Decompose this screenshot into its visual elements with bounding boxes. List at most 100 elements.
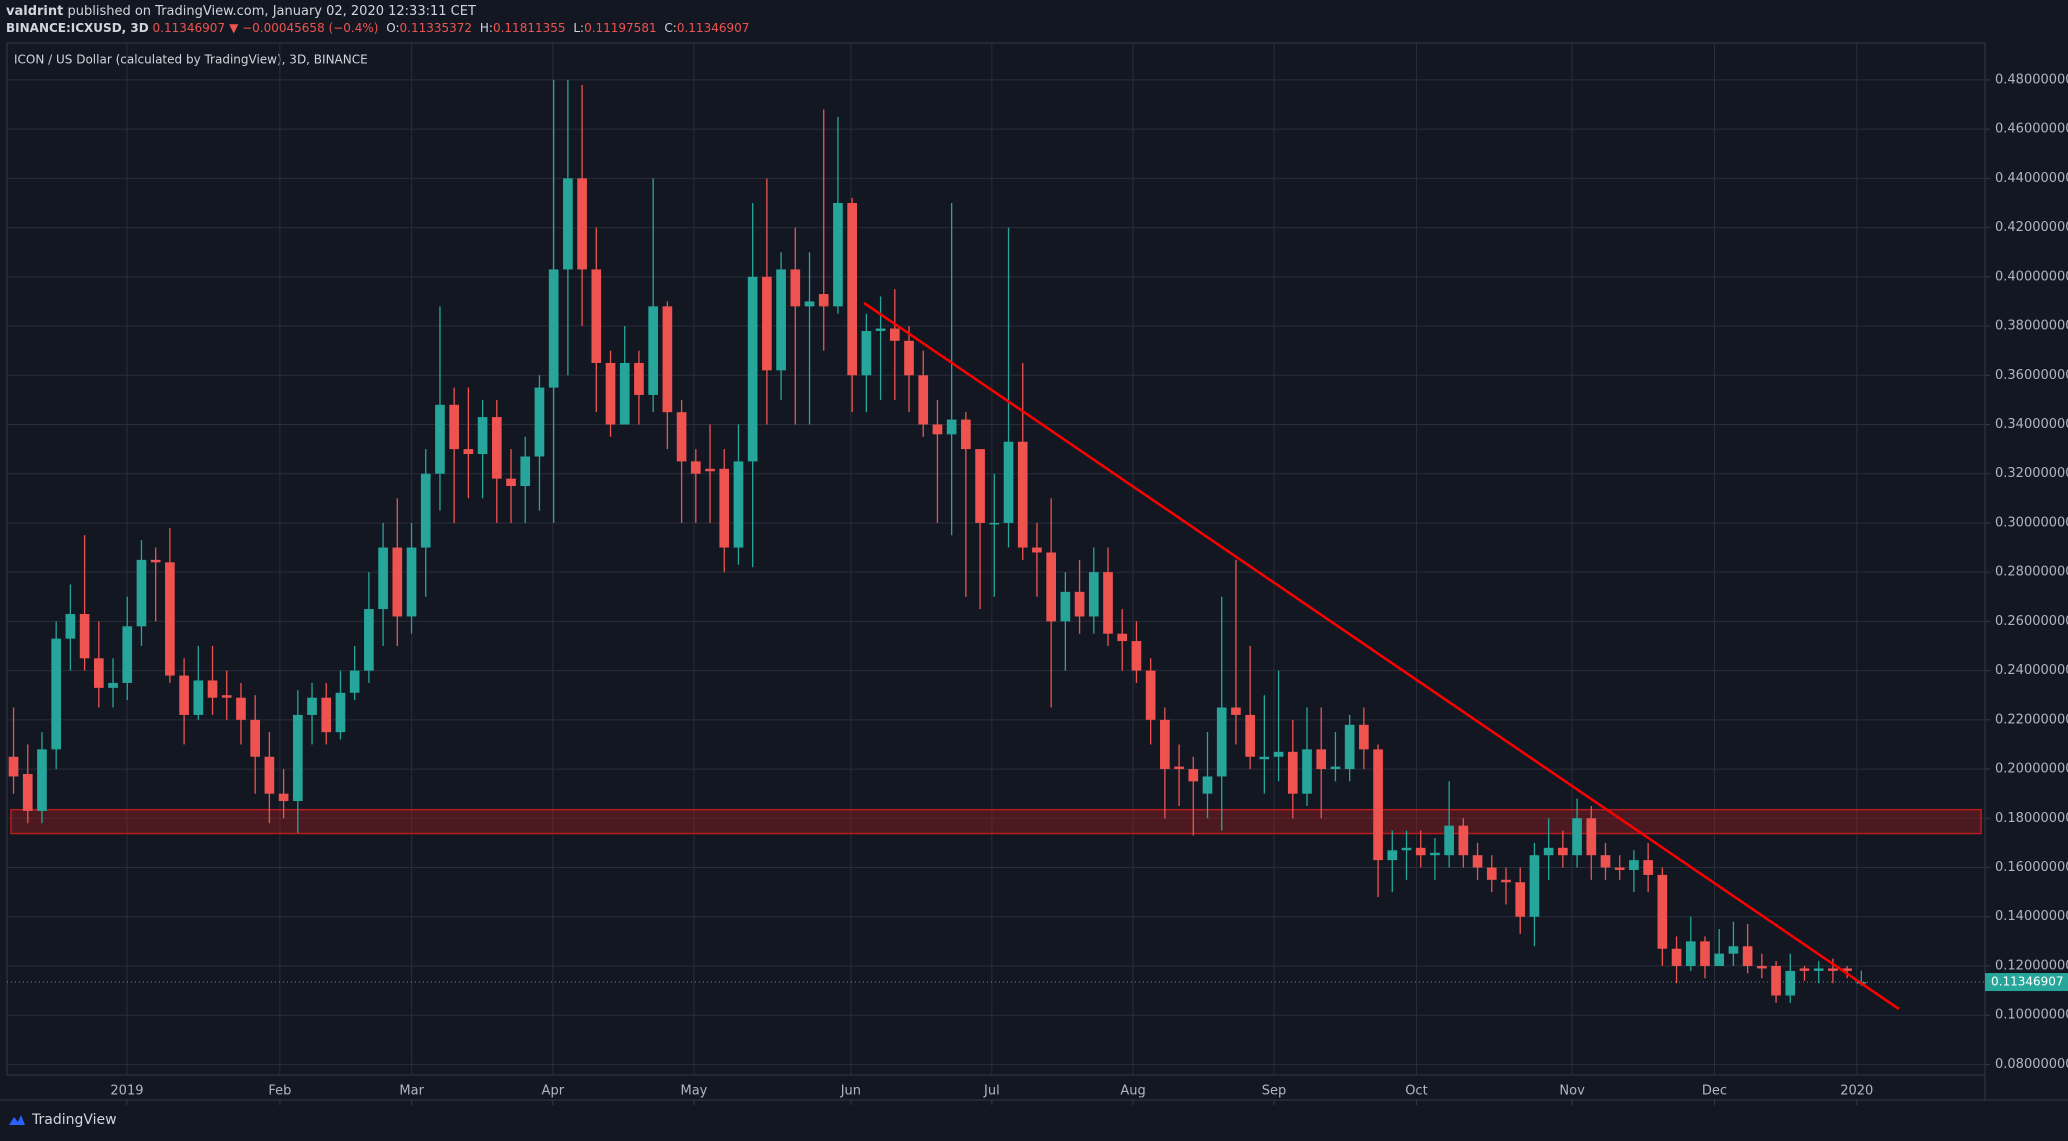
candle-body — [1501, 879, 1511, 883]
change: ▼ −0.00045658 (−0.4%) — [229, 21, 379, 35]
candle-body — [1202, 776, 1213, 794]
candle-body — [1728, 946, 1739, 954]
candle-body — [804, 301, 815, 307]
brand: TradingView — [32, 1112, 117, 1128]
candle-body — [250, 719, 261, 757]
candle-body — [534, 387, 545, 457]
candle-body — [1302, 749, 1312, 794]
candle-body — [1643, 860, 1653, 875]
x-tick-label: Mar — [399, 1084, 424, 1099]
candle-body — [762, 276, 772, 371]
candle-body — [349, 670, 360, 693]
plot-frame — [6, 42, 1986, 1076]
candle-body — [1572, 818, 1582, 856]
candle-body — [51, 638, 62, 750]
candle-body — [776, 269, 786, 371]
l-label: L: — [573, 21, 585, 35]
candle-body — [605, 362, 616, 425]
candle-body — [477, 417, 488, 455]
candle-body — [875, 328, 886, 331]
candle-body — [1330, 766, 1341, 770]
candle-body — [1216, 707, 1227, 777]
candle-body — [1685, 941, 1696, 966]
candle-body — [989, 522, 1000, 525]
candle-body — [207, 680, 218, 698]
candle-body — [833, 202, 843, 307]
candle-body — [1799, 968, 1810, 971]
y-tick-label: 0.24000000 — [1995, 663, 2068, 678]
candle-body — [790, 269, 801, 307]
candle-body — [975, 449, 985, 523]
candle-body — [1117, 633, 1128, 642]
candle-body — [1543, 847, 1554, 856]
candle-body — [1316, 749, 1327, 770]
candle-body — [193, 680, 204, 715]
x-tick-label: Apr — [542, 1084, 565, 1099]
candle-body — [1373, 749, 1383, 861]
candle-body — [548, 269, 559, 388]
candle-body — [165, 562, 175, 676]
candle-body — [491, 417, 502, 479]
candle-body — [1174, 766, 1184, 770]
price-label-bg — [1985, 973, 2068, 992]
y-tick-label: 0.34000000 — [1995, 417, 2068, 432]
candle-body — [122, 626, 133, 683]
candle-body — [335, 692, 346, 733]
y-tick-label: 0.12000000 — [1995, 958, 2068, 973]
candle-body — [847, 202, 857, 376]
h-label: H: — [479, 21, 493, 35]
y-tick-label: 0.22000000 — [1995, 712, 2068, 727]
x-tick-label: Dec — [1702, 1084, 1727, 1099]
candle-body — [1259, 756, 1270, 760]
candle-body — [705, 468, 715, 472]
x-tick-label: Feb — [268, 1084, 291, 1099]
y-tick-label: 0.28000000 — [1995, 565, 2068, 580]
y-tick-label: 0.14000000 — [1995, 909, 2068, 924]
candle-body — [1629, 860, 1639, 870]
candle-body — [634, 362, 644, 395]
candle-body — [520, 456, 531, 487]
candle-body — [1700, 941, 1710, 966]
y-tick-label: 0.30000000 — [1995, 515, 2068, 530]
candle-body — [1088, 572, 1099, 617]
candle-body — [8, 756, 19, 777]
x-tick-label: Jun — [840, 1084, 861, 1099]
candle-body — [392, 547, 403, 617]
x-tick-label: Nov — [1559, 1084, 1585, 1099]
candle-body — [1671, 948, 1682, 966]
symbol: BINANCE:ICXUSD, 3D — [6, 21, 149, 35]
candle-body — [1515, 882, 1526, 917]
x-tick-label: Aug — [1120, 1084, 1145, 1099]
candle-body — [506, 478, 516, 487]
candle-body — [1074, 591, 1085, 617]
candle-body — [150, 559, 161, 563]
candle-body — [1060, 591, 1071, 622]
candle-body — [676, 412, 687, 462]
y-tick-label: 0.32000000 — [1995, 466, 2068, 481]
y-tick-label: 0.08000000 — [1995, 1057, 2068, 1072]
support-zone — [10, 808, 1982, 835]
x-tick-label: May — [681, 1084, 708, 1099]
publish-line: valdrint published on TradingView.com, J… — [6, 4, 476, 19]
candle-body — [264, 756, 275, 794]
candle-body — [648, 306, 658, 395]
candle-body — [136, 559, 147, 627]
c-value: 0.11346907 — [676, 21, 750, 35]
o-label: O: — [386, 21, 400, 35]
candle-body — [37, 749, 47, 811]
candle-body — [79, 614, 90, 659]
candle-body — [1472, 855, 1483, 868]
candle-body — [420, 473, 431, 548]
candle-body — [1145, 670, 1156, 720]
y-tick-label: 0.40000000 — [1995, 269, 2068, 284]
candle-body — [889, 328, 900, 341]
candle-body — [278, 793, 289, 802]
o-value: 0.11335372 — [399, 21, 473, 35]
candle-body — [1714, 953, 1725, 966]
candle-body — [1771, 965, 1781, 996]
published: published on TradingView.com, January 02… — [63, 4, 476, 19]
candle-body — [733, 461, 744, 548]
candle-body — [1231, 707, 1241, 715]
